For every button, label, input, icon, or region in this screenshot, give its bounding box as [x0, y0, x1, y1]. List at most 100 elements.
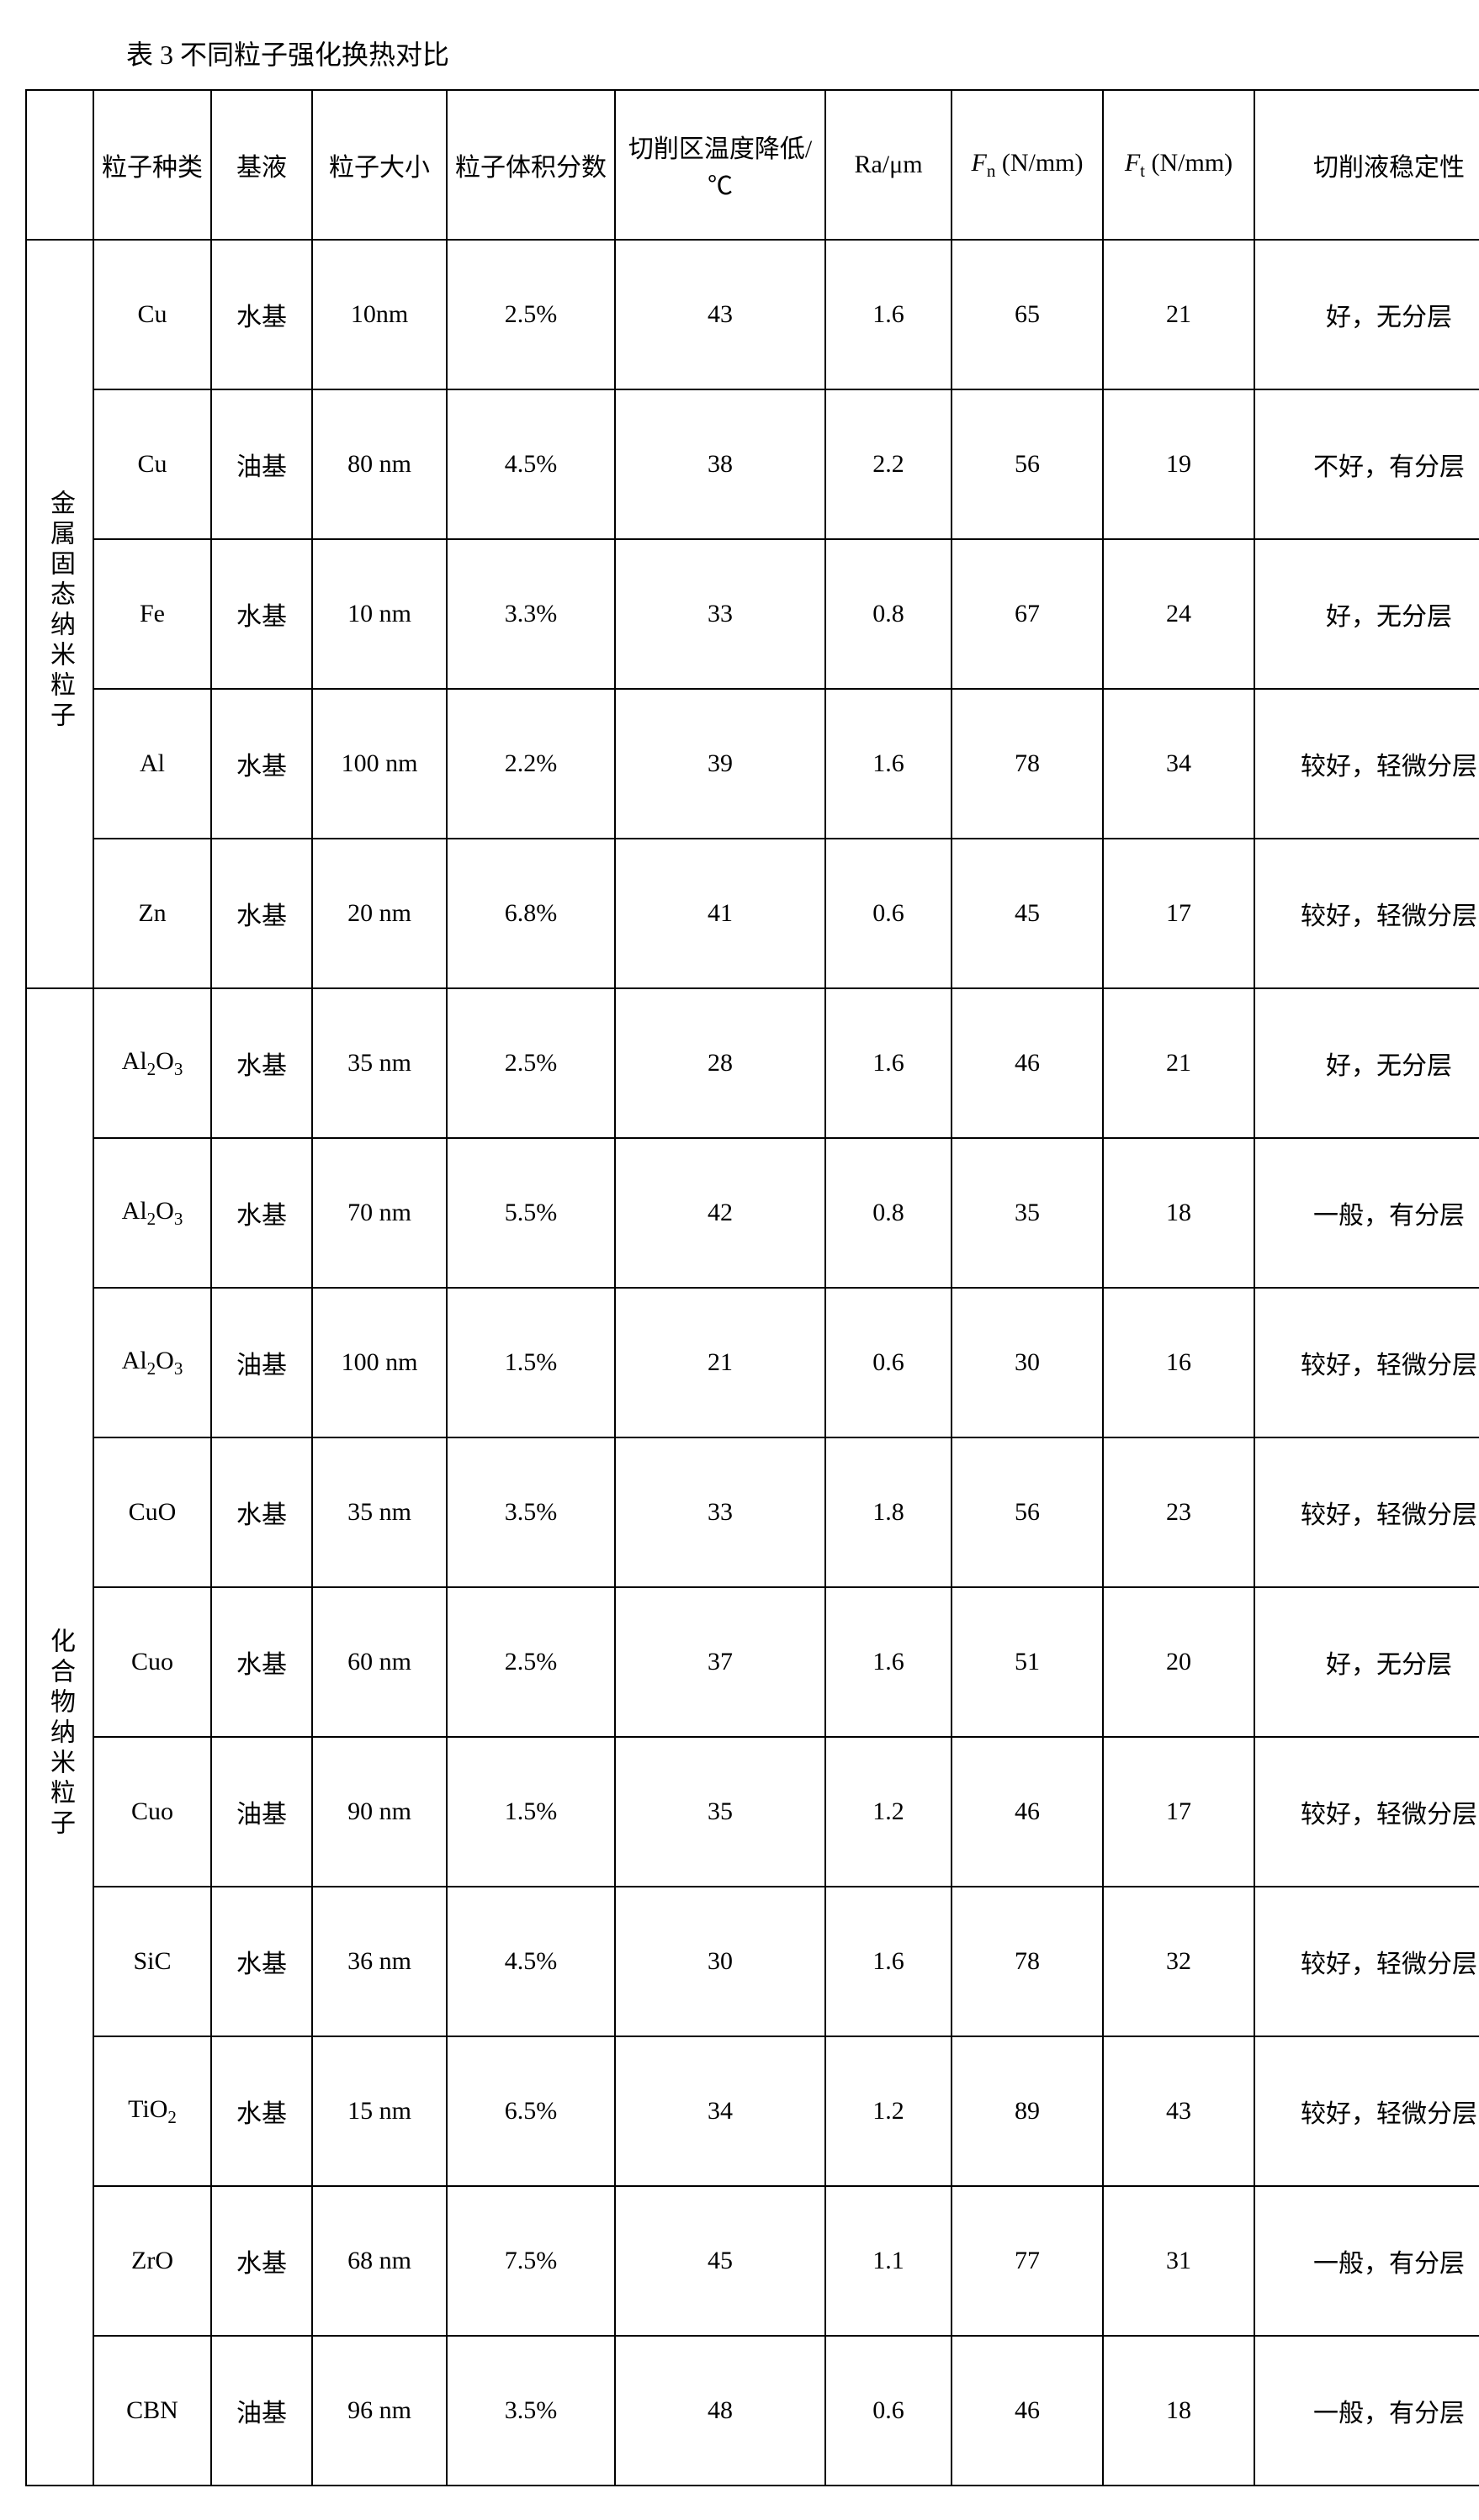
cell-fn: 77: [952, 2186, 1103, 2336]
cell-base: 水基: [211, 988, 312, 1138]
cell-type: Cu: [93, 240, 211, 389]
table-row: 化合物纳米粒子 Al2O3水基35 nm2.5%281.64621好，无分层较低: [26, 988, 1479, 1138]
cell-vol: 4.5%: [447, 389, 615, 539]
table-row: CuO水基35 nm3.5%331.85623较好，轻微分层一般: [26, 1437, 1479, 1587]
cell-type: Cuo: [93, 1587, 211, 1737]
cell-ft: 21: [1103, 988, 1254, 1138]
comparison-table: 粒子种类 基液 粒子大小 粒子体积分数 切削区温度降低/℃ Ra/μm Fn (…: [25, 89, 1479, 2486]
cell-fn: 78: [952, 689, 1103, 839]
cell-ft: 17: [1103, 839, 1254, 988]
cell-temp: 33: [615, 539, 825, 689]
cell-ra: 0.8: [825, 539, 952, 689]
cell-ra: 1.2: [825, 2036, 952, 2186]
cell-stab: 好，无分层: [1254, 240, 1479, 389]
header-vol: 粒子体积分数: [447, 90, 615, 240]
cell-ft: 34: [1103, 689, 1254, 839]
cell-ra: 2.2: [825, 389, 952, 539]
cell-base: 水基: [211, 539, 312, 689]
cell-fn: 46: [952, 1737, 1103, 1887]
cell-temp: 42: [615, 1138, 825, 1288]
cell-type: Al: [93, 689, 211, 839]
cell-ra: 1.2: [825, 1737, 952, 1887]
cell-size: 20 nm: [312, 839, 447, 988]
cell-ft: 24: [1103, 539, 1254, 689]
table-row: Cuo油基90 nm1.5%351.24617较好，轻微分层较高: [26, 1737, 1479, 1887]
table-row: TiO2水基15 nm6.5%341.28943较好，轻微分层较高: [26, 2036, 1479, 2186]
cell-size: 90 nm: [312, 1737, 447, 1887]
table-row: Fe水基10 nm3.3%330.86724好，无分层较低: [26, 539, 1479, 689]
header-size: 粒子大小: [312, 90, 447, 240]
table-row: Al水基100 nm2.2%391.67834较好，轻微分层较低: [26, 689, 1479, 839]
header-base: 基液: [211, 90, 312, 240]
group-metal: 金属固态纳米粒子: [26, 240, 93, 988]
cell-vol: 3.5%: [447, 2336, 615, 2486]
cell-temp: 28: [615, 988, 825, 1138]
cell-ra: 0.6: [825, 2336, 952, 2486]
cell-ft: 43: [1103, 2036, 1254, 2186]
cell-ft: 17: [1103, 1737, 1254, 1887]
cell-fn: 45: [952, 839, 1103, 988]
cell-fn: 67: [952, 539, 1103, 689]
cell-ft: 16: [1103, 1288, 1254, 1437]
header-ra: Ra/μm: [825, 90, 952, 240]
table-row: Cuo水基60 nm2.5%371.65120好，无分层一般: [26, 1587, 1479, 1737]
cell-vol: 6.8%: [447, 839, 615, 988]
table-row: SiC水基36 nm4.5%301.67832较好，轻微分层较高: [26, 1887, 1479, 2036]
cell-base: 水基: [211, 1887, 312, 2036]
cell-stab: 不好，有分层: [1254, 389, 1479, 539]
cell-temp: 35: [615, 1737, 825, 1887]
cell-stab: 一般，有分层: [1254, 2186, 1479, 2336]
cell-base: 油基: [211, 1288, 312, 1437]
cell-base: 水基: [211, 2186, 312, 2336]
cell-fn: 46: [952, 2336, 1103, 2486]
table-row: ZrO水基68 nm7.5%451.17731一般，有分层高: [26, 2186, 1479, 2336]
cell-fn: 56: [952, 389, 1103, 539]
table-row: 金属固态纳米粒子 Cu 水基 10nm 2.5% 43 1.6 65 21 好，…: [26, 240, 1479, 389]
cell-size: 10 nm: [312, 539, 447, 689]
header-fn: Fn (N/mm): [952, 90, 1103, 240]
cell-ft: 23: [1103, 1437, 1254, 1587]
cell-temp: 43: [615, 240, 825, 389]
cell-vol: 1.5%: [447, 1737, 615, 1887]
header-row: 粒子种类 基液 粒子大小 粒子体积分数 切削区温度降低/℃ Ra/μm Fn (…: [26, 90, 1479, 240]
cell-fn: 30: [952, 1288, 1103, 1437]
cell-fn: 65: [952, 240, 1103, 389]
cell-ft: 19: [1103, 389, 1254, 539]
cell-vol: 2.2%: [447, 689, 615, 839]
cell-ra: 0.6: [825, 839, 952, 988]
table-row: Cu油基80 nm4.5%382.25619不好，有分层较高: [26, 389, 1479, 539]
cell-base: 水基: [211, 839, 312, 988]
cell-ra: 1.6: [825, 689, 952, 839]
cell-type: Al2O3: [93, 988, 211, 1138]
cell-base: 油基: [211, 389, 312, 539]
cell-base: 水基: [211, 240, 312, 389]
cell-fn: 35: [952, 1138, 1103, 1288]
header-temp: 切削区温度降低/℃: [615, 90, 825, 240]
cell-type: Al2O3: [93, 1138, 211, 1288]
cell-base: 水基: [211, 2036, 312, 2186]
cell-base: 水基: [211, 1437, 312, 1587]
cell-temp: 30: [615, 1887, 825, 2036]
cell-ft: 20: [1103, 1587, 1254, 1737]
cell-fn: 56: [952, 1437, 1103, 1587]
cell-fn: 46: [952, 988, 1103, 1138]
cell-type: Cuo: [93, 1737, 211, 1887]
cell-temp: 34: [615, 2036, 825, 2186]
cell-vol: 2.5%: [447, 240, 615, 389]
group-compound: 化合物纳米粒子: [26, 988, 93, 2486]
cell-vol: 7.5%: [447, 2186, 615, 2336]
cell-type: TiO2: [93, 2036, 211, 2186]
cell-stab: 较好，轻微分层: [1254, 2036, 1479, 2186]
table-row: CBN油基96 nm3.5%480.64618一般，有分层高: [26, 2336, 1479, 2486]
cell-fn: 51: [952, 1587, 1103, 1737]
table-caption: 表 3 不同粒子强化换热对比: [126, 34, 1454, 72]
cell-fn: 78: [952, 1887, 1103, 2036]
cell-base: 水基: [211, 1587, 312, 1737]
cell-stab: 好，无分层: [1254, 1587, 1479, 1737]
cell-stab: 一般，有分层: [1254, 1138, 1479, 1288]
cell-ft: 32: [1103, 1887, 1254, 2036]
cell-type: Al2O3: [93, 1288, 211, 1437]
cell-ra: 0.8: [825, 1138, 952, 1288]
cell-vol: 3.3%: [447, 539, 615, 689]
cell-vol: 6.5%: [447, 2036, 615, 2186]
